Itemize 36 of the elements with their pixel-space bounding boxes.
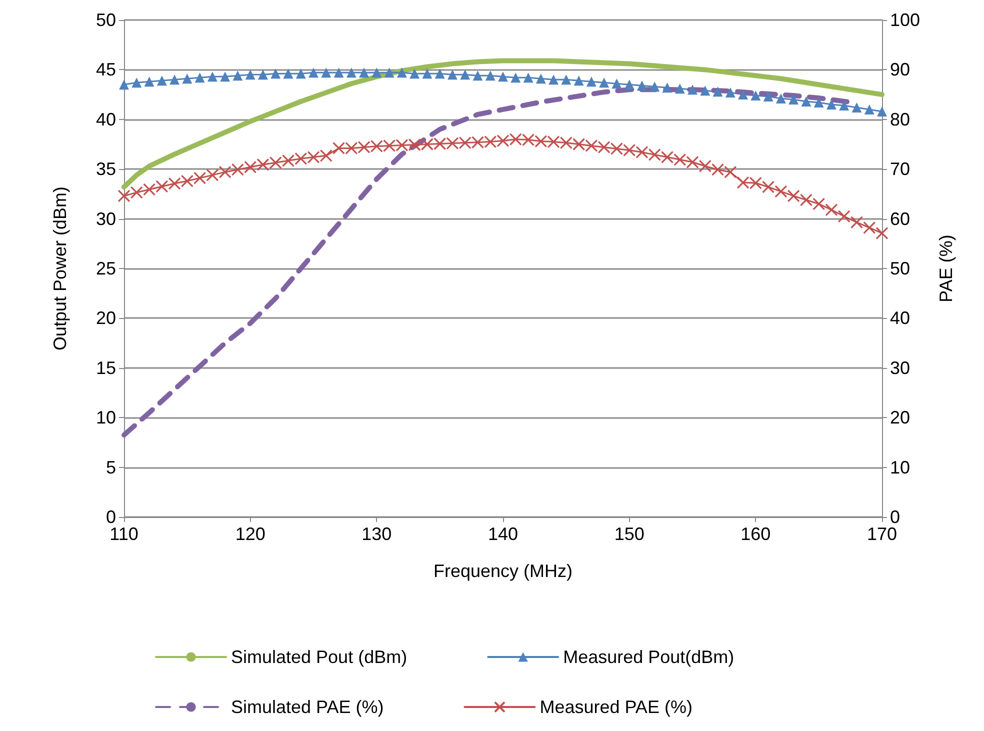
x-tick-label: 110 xyxy=(110,524,138,544)
legend-label: Measured PAE (%) xyxy=(540,697,692,717)
y-axis-title: Output Power (dBm) xyxy=(50,186,70,351)
y-tick-label: 15 xyxy=(96,358,116,378)
x-tick-label: 170 xyxy=(866,524,898,544)
y-tick-label: 30 xyxy=(96,208,116,229)
y2-tick-label: 0 xyxy=(890,507,900,527)
x-tick-label: 160 xyxy=(740,524,771,544)
x-tick-label: 120 xyxy=(235,524,266,544)
y-tick-label: 5 xyxy=(106,457,116,478)
y-tick-label: 50 xyxy=(96,10,116,30)
legend-label: Simulated Pout (dBm) xyxy=(231,647,408,667)
y2-tick-label: 40 xyxy=(890,308,910,328)
y2-tick-label: 30 xyxy=(890,358,910,378)
y2-tick-label: 90 xyxy=(890,60,910,80)
y-tick-label: 10 xyxy=(96,408,116,428)
y-tick-label: 40 xyxy=(96,109,116,130)
x-axis-title: Frequency (MHz) xyxy=(433,561,573,581)
y-tick-label: 0 xyxy=(106,507,116,527)
y2-tick-label: 20 xyxy=(890,408,910,428)
y2-tick-label: 100 xyxy=(890,10,920,30)
y-tick-label: 35 xyxy=(96,159,116,180)
y2-axis-title: PAE (%) xyxy=(936,234,956,302)
x-tick-label: 130 xyxy=(362,524,392,544)
x-tick-label: 150 xyxy=(614,524,644,544)
x-tick-label: 140 xyxy=(488,524,518,544)
y2-tick-label: 10 xyxy=(890,457,910,478)
y2-tick-label: 50 xyxy=(890,258,910,278)
legend-label: Simulated PAE (%) xyxy=(231,697,384,717)
y2-tick-label: 70 xyxy=(890,159,910,180)
y-tick-label: 45 xyxy=(96,60,116,80)
y2-tick-label: 80 xyxy=(890,109,910,130)
y2-tick-label: 60 xyxy=(890,208,910,229)
legend-label: Measured Pout(dBm) xyxy=(563,647,734,667)
y-tick-label: 25 xyxy=(96,258,116,278)
y-tick-label: 20 xyxy=(96,308,116,328)
